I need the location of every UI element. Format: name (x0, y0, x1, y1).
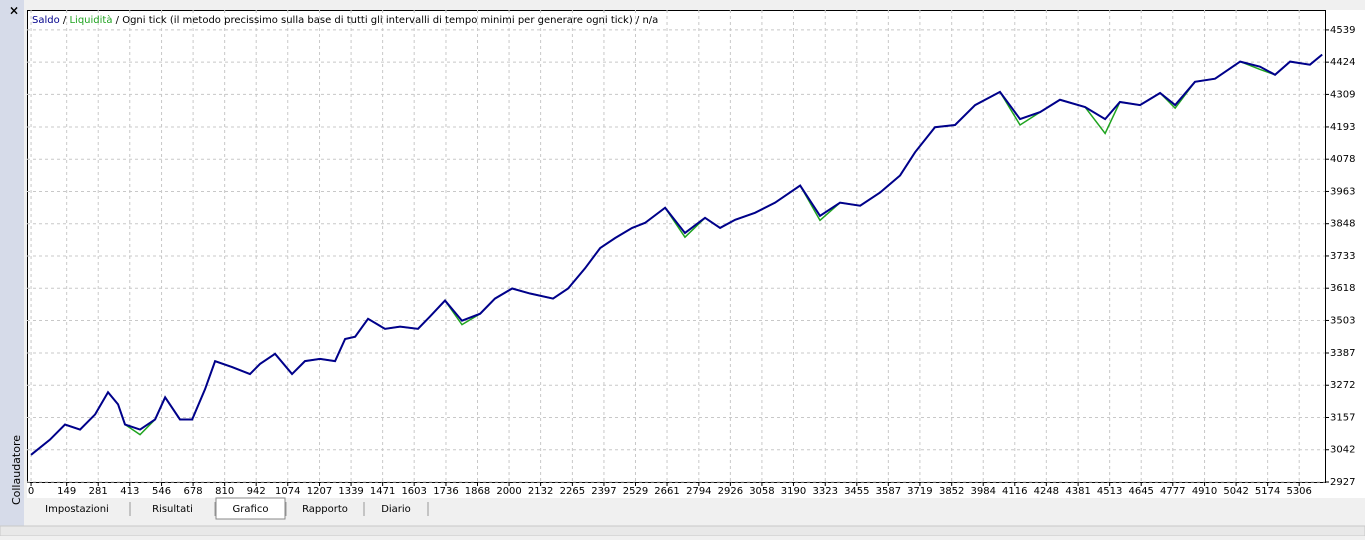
x-tick-label: 1868 (465, 486, 490, 497)
x-tick-label: 1074 (275, 486, 300, 497)
x-tick-label: 4513 (1097, 486, 1122, 497)
x-tick-label: 2529 (623, 486, 648, 497)
tab-active (215, 497, 286, 520)
x-tick-label: 2794 (686, 486, 711, 497)
x-tick-label: 4910 (1192, 486, 1217, 497)
x-tick-label: 546 (152, 486, 171, 497)
x-tick-label: 810 (215, 486, 234, 497)
x-tick-label: 1736 (433, 486, 458, 497)
tab[interactable]: Grafico (233, 504, 269, 515)
x-tick-label: 149 (57, 486, 76, 497)
x-tick-label: 3587 (876, 486, 901, 497)
x-tick-label: 3984 (971, 486, 996, 497)
tab[interactable]: Diario (381, 504, 411, 515)
x-tick-label: 3190 (781, 486, 806, 497)
tab[interactable]: Impostazioni (45, 504, 109, 515)
y-tick-label: 4078 (1330, 154, 1355, 165)
side-bar (0, 0, 24, 526)
y-tick-label: 2927 (1330, 477, 1355, 488)
status-bar (0, 525, 1365, 537)
x-tick-label: 3058 (749, 486, 774, 497)
y-tick-label: 3963 (1330, 186, 1355, 197)
y-tick-label: 3618 (1330, 283, 1355, 294)
tab[interactable]: Rapporto (302, 504, 348, 515)
y-tick-label: 3733 (1330, 251, 1355, 262)
x-tick-label: 1471 (370, 486, 395, 497)
x-tick-label: 678 (184, 486, 203, 497)
y-tick-label: 3272 (1330, 380, 1355, 391)
series-line (30, 53, 1323, 456)
y-tick-label: 3387 (1330, 348, 1355, 359)
x-tick-label: 942 (247, 486, 266, 497)
y-tick-label: 3042 (1330, 445, 1355, 456)
x-tick-label: 1603 (401, 486, 426, 497)
x-tick-label: 3455 (844, 486, 869, 497)
x-tick-label: 413 (120, 486, 139, 497)
x-tick-label: 2000 (496, 486, 521, 497)
legend-text: Saldo (32, 15, 60, 26)
x-tick-label: 4777 (1160, 486, 1185, 497)
x-tick-label: 4116 (1002, 486, 1027, 497)
legend-text: / (60, 15, 70, 26)
y-tick-label: 4424 (1330, 57, 1355, 68)
x-tick-label: 281 (89, 486, 108, 497)
x-tick-label: 3719 (907, 486, 932, 497)
x-tick-label: 3852 (939, 486, 964, 497)
x-tick-label: 5174 (1255, 486, 1280, 497)
x-tick-label: 5042 (1223, 486, 1248, 497)
x-tick-label: 5306 (1286, 486, 1311, 497)
x-tick-label: 2661 (654, 486, 679, 497)
x-tick-label: 4248 (1034, 486, 1059, 497)
x-tick-label: 1339 (338, 486, 363, 497)
x-tick-label: 1207 (307, 486, 332, 497)
y-tick-label: 4539 (1330, 25, 1355, 36)
x-tick-label: 4381 (1065, 486, 1090, 497)
x-tick-label: 2926 (718, 486, 743, 497)
x-tick-label: 0 (28, 486, 34, 497)
y-tick-label: 3848 (1330, 219, 1355, 230)
y-tick-label: 4193 (1330, 122, 1355, 133)
legend-text: Liquidità (69, 14, 112, 26)
y-tick-label: 3503 (1330, 315, 1355, 326)
x-tick-label: 2397 (591, 486, 616, 497)
x-tick-label: 3323 (813, 486, 838, 497)
close-button[interactable]: × (9, 4, 19, 18)
legend: Saldo / Liquidità / Ogni tick (il metodo… (32, 14, 658, 26)
x-tick-label: 2132 (528, 486, 553, 497)
x-tick-label: 4645 (1128, 486, 1153, 497)
legend-text: / Ogni tick (il metodo precissimo sulla … (116, 15, 659, 26)
tab[interactable]: Risultati (152, 504, 193, 515)
panel-title: Collaudatore (10, 435, 23, 505)
chart-bg (27, 10, 1365, 498)
y-tick-label: 4309 (1330, 89, 1355, 100)
y-tick-label: 3157 (1330, 412, 1355, 423)
x-tick-label: 2265 (560, 486, 585, 497)
